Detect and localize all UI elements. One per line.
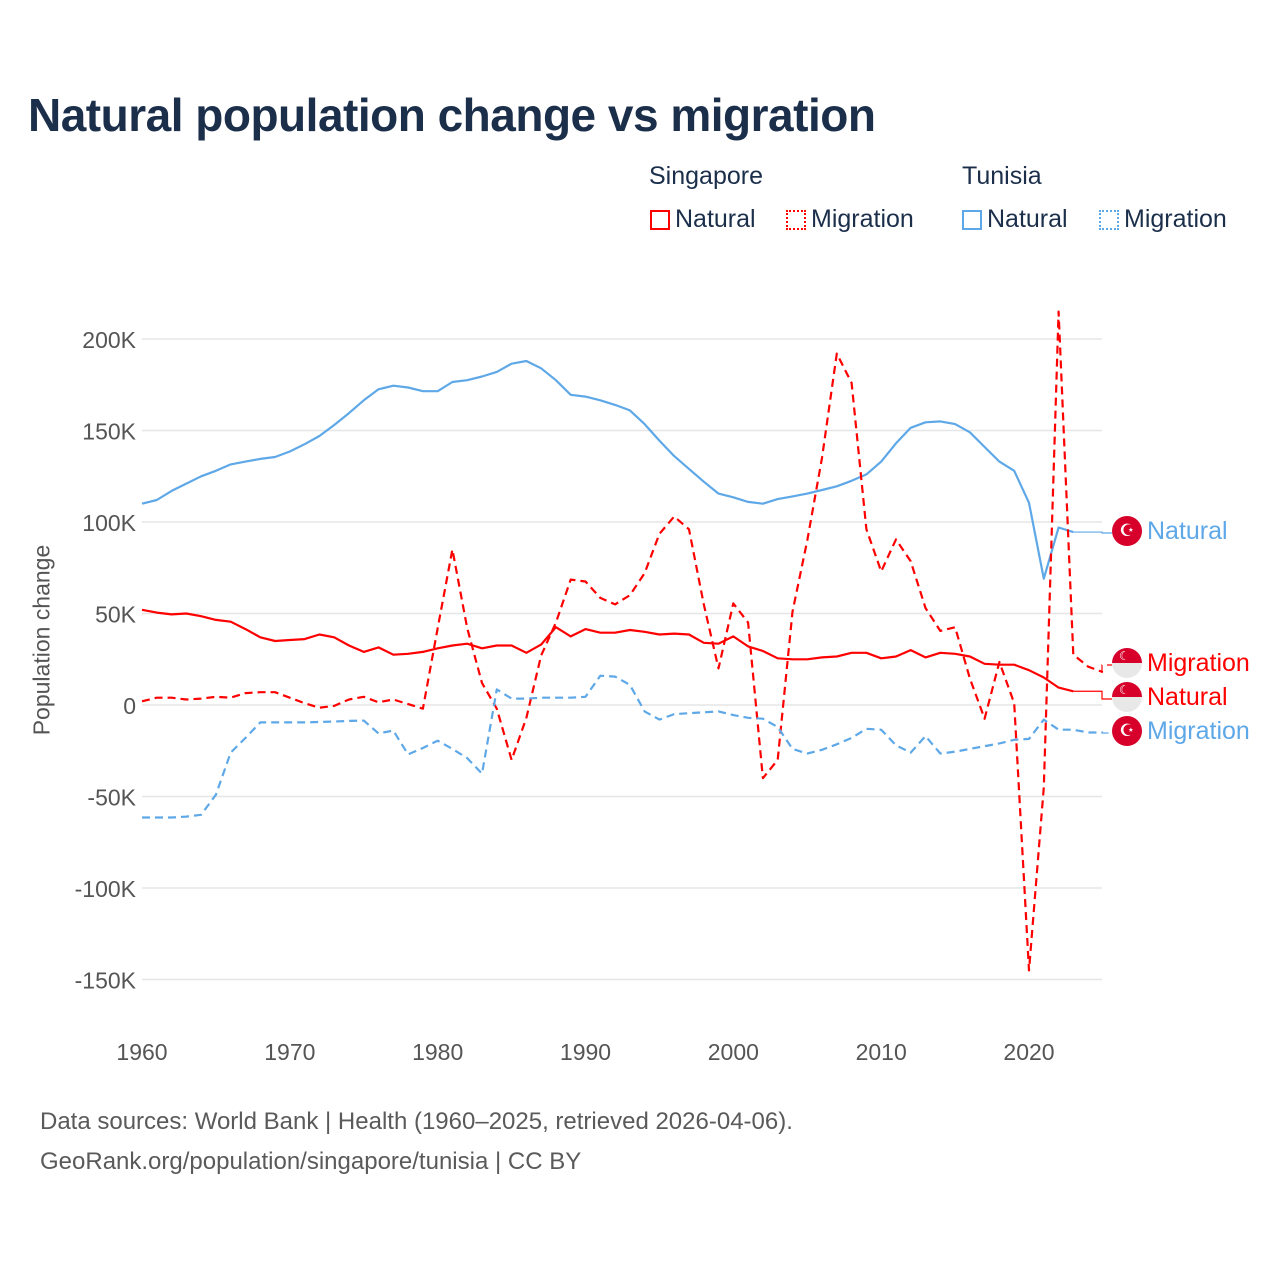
end-label-text: Migration <box>1147 716 1250 745</box>
y-tick-label: 100K <box>82 510 136 536</box>
legend-item-tunisia-natural[interactable]: Natural <box>962 205 1068 234</box>
legend-item-singapore-migration[interactable]: Migration <box>786 205 914 234</box>
singapore-flag-icon <box>1112 682 1142 712</box>
legend-label: Natural <box>987 205 1068 233</box>
legend-swatch-dotted-red <box>786 209 806 230</box>
legend-label: Migration <box>811 205 914 233</box>
y-tick-label: -100K <box>75 876 137 902</box>
series-line-sg_migration <box>141 310 1104 972</box>
legend-group-tunisia: Tunisia <box>962 162 1042 190</box>
series-line-tn_migration <box>142 674 1103 819</box>
legend-label: Migration <box>1124 205 1227 233</box>
end-label-connector <box>1101 664 1112 673</box>
x-tick-label: 2000 <box>708 1039 759 1065</box>
tunisia-flag-icon <box>1112 716 1142 746</box>
legend-swatch-solid-blue <box>962 209 982 230</box>
end-label-connector <box>1101 731 1112 734</box>
x-tick-label: 1980 <box>412 1039 463 1065</box>
end-label-tunisia-natural: Natural <box>1112 516 1228 546</box>
legend-swatch-dotted-blue <box>1099 209 1119 230</box>
source-line-1: Data sources: World Bank | Health (1960–… <box>40 1108 793 1135</box>
end-label-singapore-natural: Natural <box>1112 682 1228 712</box>
legend-group-singapore: Singapore <box>649 162 763 190</box>
legend-swatch-solid-red <box>650 209 670 230</box>
y-tick-label: 50K <box>95 602 137 628</box>
end-label-text: Migration <box>1147 648 1250 677</box>
y-tick-label: -150K <box>75 968 137 994</box>
series-line-tn_natural <box>141 359 1074 580</box>
x-tick-label: 1970 <box>264 1039 315 1065</box>
end-label-tunisia-migration: Migration <box>1112 716 1250 746</box>
end-label-connector <box>1073 531 1112 534</box>
x-tick-label: 1960 <box>116 1039 167 1065</box>
legend-item-singapore-natural[interactable]: Natural <box>650 205 756 234</box>
singapore-flag-icon <box>1112 648 1142 678</box>
y-tick-label: 200K <box>82 327 136 353</box>
chart-title: Natural population change vs migration <box>28 89 876 141</box>
source-line-2: GeoRank.org/population/singapore/tunisia… <box>40 1148 582 1175</box>
y-tick-label: 0 <box>123 693 136 719</box>
x-tick-label: 2010 <box>856 1039 907 1065</box>
series-line-sg_natural <box>141 608 1074 693</box>
end-label-connector <box>1073 690 1112 700</box>
y-tick-label: 150K <box>82 419 136 445</box>
end-label-text: Natural <box>1147 516 1228 545</box>
y-tick-label: -50K <box>87 785 136 811</box>
end-label-singapore-migration: Migration <box>1112 648 1250 678</box>
x-tick-label: 2020 <box>1003 1039 1054 1065</box>
tunisia-flag-icon <box>1112 516 1142 546</box>
legend-label: Natural <box>675 205 756 233</box>
legend-item-tunisia-migration[interactable]: Migration <box>1099 205 1227 234</box>
end-label-text: Natural <box>1147 682 1228 711</box>
x-tick-label: 1990 <box>560 1039 611 1065</box>
